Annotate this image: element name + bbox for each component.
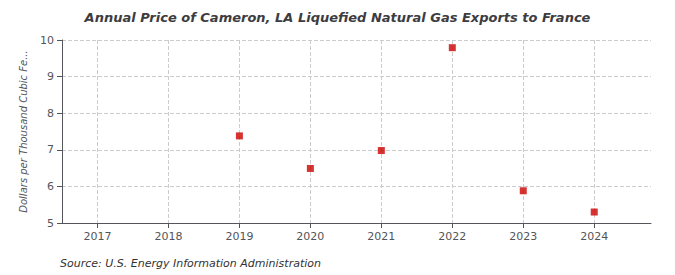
svg-text:2018: 2018: [154, 230, 182, 243]
svg-text:Annual Price of Cameron, LA Li: Annual Price of Cameron, LA Liquefied Na…: [84, 10, 591, 25]
svg-text:2021: 2021: [367, 230, 395, 243]
svg-text:2023: 2023: [509, 230, 537, 243]
svg-text:10: 10: [40, 34, 54, 47]
svg-text:8: 8: [47, 107, 54, 120]
svg-text:2017: 2017: [83, 230, 111, 243]
svg-text:5: 5: [47, 217, 54, 230]
svg-text:Dollars per Thousand Cubic Fe.: Dollars per Thousand Cubic Fe...: [18, 50, 29, 212]
svg-text:9: 9: [47, 70, 54, 83]
svg-text:2022: 2022: [438, 230, 466, 243]
svg-text:Source: U.S. Energy Informatio: Source: U.S. Energy Information Administ…: [60, 257, 321, 270]
svg-text:2020: 2020: [296, 230, 324, 243]
svg-text:6: 6: [47, 180, 54, 193]
svg-text:2019: 2019: [225, 230, 253, 243]
svg-text:2024: 2024: [580, 230, 608, 243]
svg-text:7: 7: [47, 143, 54, 156]
